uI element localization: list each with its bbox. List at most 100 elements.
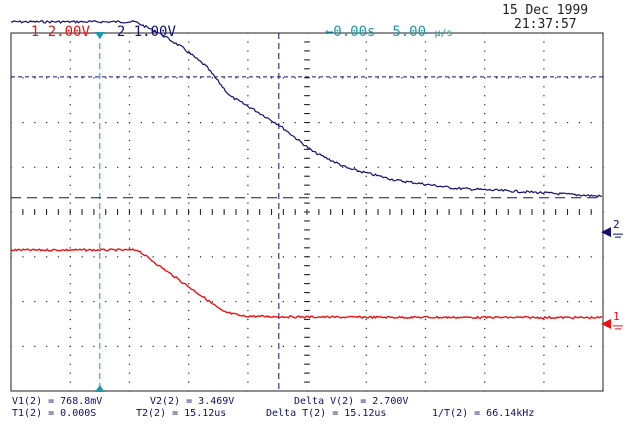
grid-dot	[424, 166, 427, 168]
grid-dot	[22, 345, 24, 347]
grid-dot	[282, 256, 285, 258]
grid-dot	[448, 77, 450, 79]
grid-dot	[365, 381, 367, 383]
grid-dot	[69, 202, 71, 204]
grid-dot	[377, 345, 379, 347]
grid-dot	[128, 381, 131, 383]
grid-dot	[472, 122, 474, 124]
grid-dot	[81, 77, 83, 79]
grid-dot	[128, 193, 131, 195]
measurement-v2: V2(2) = 3.469V	[150, 396, 235, 407]
grid-dot	[93, 166, 95, 168]
grid-dot	[128, 274, 131, 276]
grid-dot	[543, 381, 545, 383]
grid-dot	[128, 220, 131, 222]
grid-dot	[377, 256, 379, 258]
graticule	[10, 32, 604, 392]
grid-dot	[590, 301, 592, 303]
grid-dot	[188, 372, 190, 374]
grid-dot	[602, 301, 604, 303]
grid-dot	[365, 238, 367, 240]
grid-dot	[424, 247, 427, 249]
grid-dot	[413, 345, 415, 347]
grid-dot	[424, 301, 427, 303]
grid-dot	[484, 247, 486, 249]
grid-dot	[69, 32, 71, 34]
grid-dot	[247, 372, 249, 374]
grid-dot	[460, 301, 462, 303]
grid-dot	[259, 256, 261, 258]
grid-dot	[602, 122, 604, 124]
grid-dot	[424, 256, 427, 258]
grid-dot	[259, 301, 261, 303]
grid-dot	[34, 122, 36, 124]
grid-dot	[389, 166, 391, 168]
grid-dot	[247, 104, 249, 106]
grid-dot	[247, 130, 249, 133]
grid-dot	[543, 86, 545, 88]
channel-markers: 21	[601, 218, 623, 330]
grid-dot	[105, 301, 107, 303]
grid-dot	[353, 166, 356, 168]
grid-dot	[365, 265, 367, 267]
grid-dot	[365, 318, 367, 321]
grid-dot	[424, 59, 427, 61]
grid-dot	[555, 122, 557, 124]
grid-dot	[22, 256, 24, 258]
grid-dot	[128, 95, 131, 97]
grid-dot	[484, 354, 486, 356]
grid-dot	[223, 301, 225, 303]
grid-dot	[365, 157, 367, 159]
grid-dot	[223, 166, 225, 168]
grid-dot	[365, 130, 367, 133]
trigger-marker-top	[94, 32, 105, 39]
grid-dot	[484, 104, 486, 106]
grid-dot	[365, 32, 367, 34]
grid-dot	[484, 32, 486, 34]
grid-dot	[543, 50, 545, 52]
grid-dot	[543, 354, 545, 356]
grid-dot	[140, 345, 142, 347]
grid-dot	[176, 77, 178, 79]
grid-dot	[247, 59, 249, 61]
channel-marker-label: 1	[613, 310, 620, 323]
grid-dot	[247, 148, 249, 151]
grid-dot	[484, 50, 486, 52]
grid-dot	[353, 345, 356, 347]
grid-dot	[389, 301, 391, 303]
grid-dot	[211, 122, 213, 124]
grid-dot	[128, 139, 131, 142]
grid-dot	[543, 32, 545, 34]
grid-dot	[578, 345, 581, 347]
grid-dot	[555, 256, 557, 258]
grid-dot	[543, 184, 545, 186]
grid-dot	[424, 390, 427, 392]
grid-dot	[188, 390, 190, 392]
grid-dot	[188, 193, 190, 195]
grid-dot	[69, 130, 71, 133]
grid-dot	[188, 68, 190, 70]
grid-dot	[602, 77, 604, 79]
grid-dot	[199, 77, 202, 79]
grid-dot	[164, 122, 166, 124]
grid-dot	[34, 166, 36, 168]
grid-dot	[247, 202, 249, 204]
grid-dot	[543, 229, 545, 231]
grid-dot	[318, 345, 320, 347]
grid-dot	[484, 68, 486, 70]
grid-dot	[69, 381, 71, 383]
grid-dot	[495, 122, 498, 124]
measurement-t1: T1(2) = 0.000S	[12, 408, 97, 419]
grid-dot	[590, 166, 592, 168]
grid-dot	[188, 265, 190, 267]
grid-dot	[57, 77, 60, 79]
grid-dot	[543, 41, 545, 43]
grid-dot	[543, 327, 545, 330]
grid-dot	[318, 77, 320, 79]
grid-dot	[365, 283, 367, 285]
grid-dot	[543, 104, 545, 106]
grid-dot	[484, 283, 486, 285]
grid-dot	[507, 166, 509, 168]
grid-dot	[484, 390, 486, 392]
grid-dot	[555, 345, 557, 347]
